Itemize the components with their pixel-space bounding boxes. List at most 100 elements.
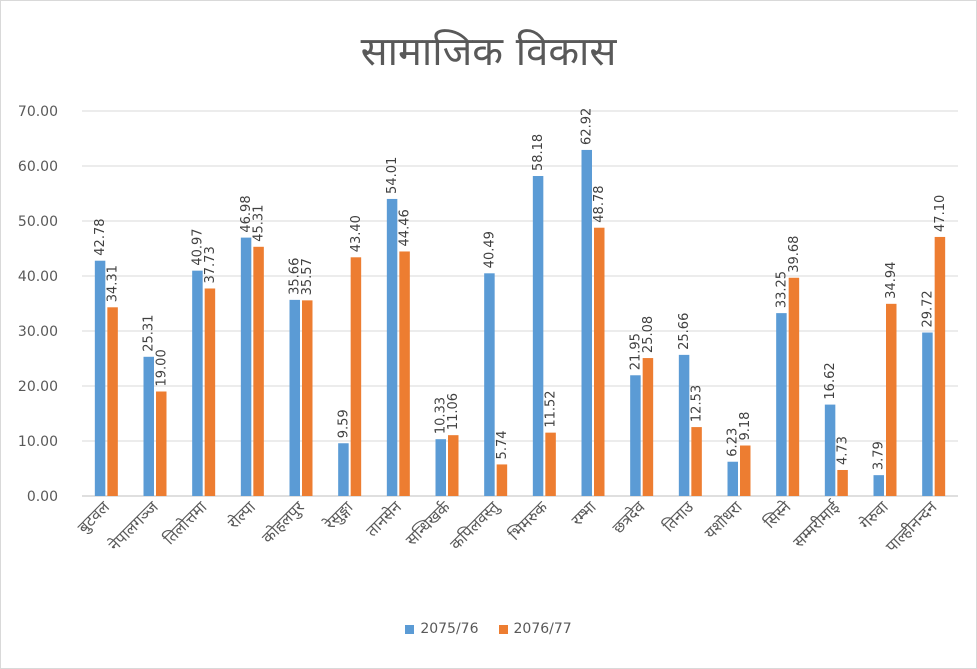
legend-swatch-series-2 [498, 624, 508, 634]
data-label: 34.31 [106, 265, 121, 302]
data-label: 40.97 [190, 228, 205, 265]
data-label: 33.25 [774, 271, 789, 308]
bar-series-1[interactable] [630, 375, 641, 496]
data-label: 29.72 [920, 290, 935, 327]
x-tick-label: सिस्ने [760, 497, 795, 532]
data-label: 45.31 [252, 205, 267, 242]
bar-series-2[interactable] [691, 427, 702, 496]
data-label: 42.78 [93, 218, 108, 255]
bar-series-1[interactable] [435, 439, 447, 496]
data-label: 12.53 [690, 385, 705, 422]
data-label: 25.08 [641, 316, 656, 353]
y-tick-label: 70.00 [18, 104, 58, 120]
data-label: 35.57 [300, 258, 315, 295]
bar-series-1[interactable] [873, 475, 885, 496]
x-tick-label: गेरुवा [856, 497, 892, 533]
x-tick-label: कोहलपुर [258, 497, 309, 548]
x-tick-label: कपिलवस्तु [446, 497, 504, 555]
bar-series-2[interactable] [934, 236, 946, 496]
bar-series-2[interactable] [886, 303, 897, 496]
y-tick-label: 40.00 [18, 269, 58, 285]
bar-series-1[interactable] [776, 313, 787, 496]
grid-lines [82, 110, 958, 497]
bar-series-1[interactable] [94, 260, 106, 496]
x-tick-label: तानसेन [362, 497, 406, 541]
bar-series-2[interactable] [740, 445, 751, 496]
data-label: 54.01 [385, 157, 400, 194]
data-label: 37.73 [203, 246, 218, 283]
bar-series-2[interactable] [253, 246, 264, 496]
y-tick-label: 60.00 [18, 159, 58, 175]
data-label: 4.73 [836, 436, 851, 465]
legend-swatch-series-1 [405, 624, 415, 634]
bar-series-1[interactable] [678, 354, 690, 496]
x-tick-label: बुटवल [74, 497, 115, 538]
bar-series-2[interactable] [399, 251, 410, 496]
data-label: 25.66 [677, 313, 692, 350]
bars [94, 149, 946, 497]
y-tick-label: 10.00 [18, 434, 58, 450]
data-label: 48.78 [592, 185, 607, 222]
data-label: 39.68 [787, 236, 802, 273]
bar-series-2[interactable] [788, 277, 800, 496]
data-label: 40.49 [482, 231, 497, 268]
bar-series-1[interactable] [240, 237, 252, 497]
bar-series-2[interactable] [156, 391, 167, 497]
bar-series-1[interactable] [727, 461, 739, 496]
x-tick-label: तिलोत्तमा [160, 497, 212, 549]
data-label: 46.98 [239, 195, 254, 232]
bar-series-2[interactable] [448, 435, 459, 496]
bar-series-1[interactable] [386, 198, 398, 496]
legend-label-series-1: 2075/76 [420, 621, 479, 637]
bar-series-1[interactable] [338, 443, 349, 496]
data-label: 3.79 [872, 441, 887, 470]
bar-series-2[interactable] [837, 469, 848, 496]
y-tick-label: 50.00 [18, 214, 58, 230]
data-label: 10.33 [434, 397, 449, 434]
bar-series-1[interactable] [824, 404, 836, 496]
bar-series-1[interactable] [532, 176, 544, 496]
data-label: 5.74 [495, 430, 510, 459]
legend-item-series-2[interactable]: 2076/77 [498, 621, 572, 637]
data-label: 6.23 [726, 428, 741, 457]
bar-series-2[interactable] [642, 358, 654, 496]
data-label: 43.40 [349, 215, 364, 252]
data-label: 11.52 [544, 390, 559, 427]
bar-series-1[interactable] [581, 149, 593, 496]
bar-series-2[interactable] [302, 300, 313, 496]
x-tick-label: पाल्हीनन्दन [882, 497, 941, 556]
legend-item-series-1[interactable]: 2075/76 [405, 621, 479, 637]
bar-series-1[interactable] [143, 356, 155, 496]
x-tick-label: तिनाउ [659, 497, 698, 536]
data-label: 62.92 [580, 108, 595, 145]
x-tick-label: रोल्पा [224, 497, 260, 533]
bar-series-1[interactable] [289, 299, 301, 496]
bar-series-2[interactable] [594, 227, 605, 496]
y-tick-label: 30.00 [18, 324, 58, 340]
x-tick-label: रेसुङ्गा [320, 497, 358, 535]
chart-title: सामाजिक विकास [360, 29, 617, 75]
data-label: 19.00 [154, 349, 169, 386]
x-tick-label: यशोधरा [701, 497, 747, 543]
data-label: 16.62 [823, 362, 838, 399]
y-tick-label: 20.00 [18, 379, 58, 395]
bar-series-1[interactable] [484, 273, 495, 496]
bar-series-2[interactable] [496, 464, 508, 496]
bar-series-2[interactable] [350, 257, 362, 496]
data-label: 34.94 [884, 262, 899, 299]
x-tick-label: छत्रदेव [609, 497, 650, 538]
bar-series-1[interactable] [192, 270, 203, 496]
bar-series-2[interactable] [545, 432, 556, 496]
x-tick-label: नेपालगञ्ज [105, 497, 163, 555]
data-label: 21.95 [628, 333, 643, 370]
legend-label-series-2: 2076/77 [513, 621, 572, 637]
bar-series-2[interactable] [204, 288, 216, 496]
bar-series-2[interactable] [107, 307, 118, 496]
data-label: 11.06 [446, 393, 461, 430]
data-label: 58.18 [531, 134, 546, 171]
data-label: 9.18 [738, 412, 753, 441]
x-tick-label: रम्भा [567, 497, 600, 530]
bar-series-1[interactable] [922, 332, 933, 496]
